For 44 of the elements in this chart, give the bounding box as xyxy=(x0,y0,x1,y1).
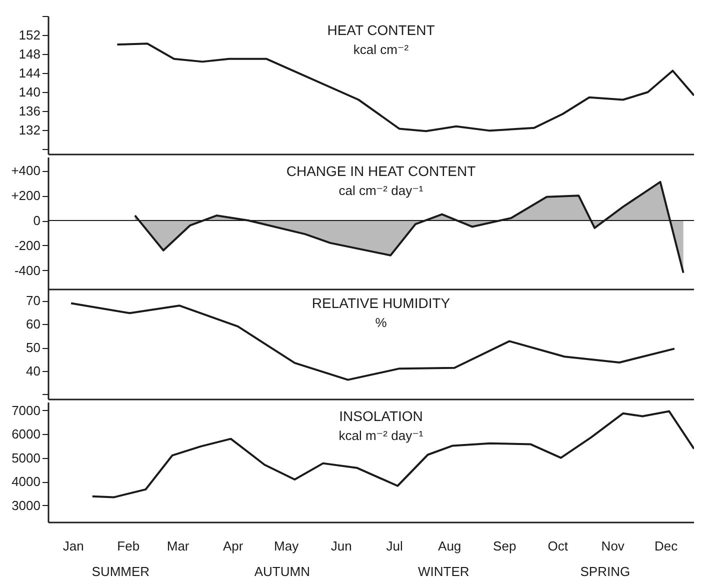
y-tick-label: 60 xyxy=(26,316,40,332)
y-tick-label: 0 xyxy=(33,213,40,228)
y-tick-label: 7000 xyxy=(12,402,40,418)
chart-title: RELATIVE HUMIDITY xyxy=(312,295,451,311)
y-tick-label: 4000 xyxy=(12,474,40,490)
y-tick-label: 144 xyxy=(18,66,40,81)
x-tick-label: Mar xyxy=(166,538,190,554)
x-tick-label: May xyxy=(274,538,300,554)
y-tick-label: -200 xyxy=(14,238,40,253)
chart-title: INSOLATION xyxy=(339,408,423,424)
text: cal cm⁻² day⁻¹ xyxy=(338,183,424,198)
x-tick-label: Nov xyxy=(601,538,625,554)
y-tick-label: 140 xyxy=(18,84,40,100)
y-tick-label: +200 xyxy=(11,188,40,204)
y-tick-label: 3000 xyxy=(12,498,40,513)
y-tick-label: 40 xyxy=(26,363,40,378)
text: kcal m⁻² day⁻¹ xyxy=(338,428,424,443)
y-tick-label: 148 xyxy=(18,46,40,62)
x-tick-label: Sep xyxy=(493,538,516,554)
y-tick-label: 70 xyxy=(26,293,40,308)
x-tick-label: Oct xyxy=(548,538,568,554)
y-tick-label: +400 xyxy=(11,163,40,178)
text: kcal cm⁻² xyxy=(353,42,410,57)
y-tick-label: 5000 xyxy=(12,450,40,466)
text: WINTER xyxy=(418,564,470,579)
y-tick-label: 6000 xyxy=(12,426,40,442)
y-tick-label: 152 xyxy=(18,28,40,43)
chart-title: CHANGE IN HEAT CONTENT xyxy=(286,163,476,179)
x-tick-label: Aug xyxy=(438,538,462,554)
x-tick-label: Jul xyxy=(386,538,403,554)
y-tick-label: -400 xyxy=(14,262,40,278)
x-tick-label: Dec xyxy=(654,538,678,554)
y-tick-label: 50 xyxy=(26,340,40,356)
text: SPRING xyxy=(580,564,630,579)
y-tick-label: 136 xyxy=(18,104,40,119)
chart-title: HEAT CONTENT xyxy=(327,22,436,38)
text: % xyxy=(375,315,388,330)
x-tick-label: Feb xyxy=(117,538,140,554)
text: AUTUMN xyxy=(254,564,310,579)
x-tick-label: Jun xyxy=(330,538,352,554)
x-tick-label: Jan xyxy=(62,538,84,554)
y-tick-label: 132 xyxy=(18,122,40,138)
text: SUMMER xyxy=(92,564,150,579)
x-tick-label: Apr xyxy=(222,538,244,554)
